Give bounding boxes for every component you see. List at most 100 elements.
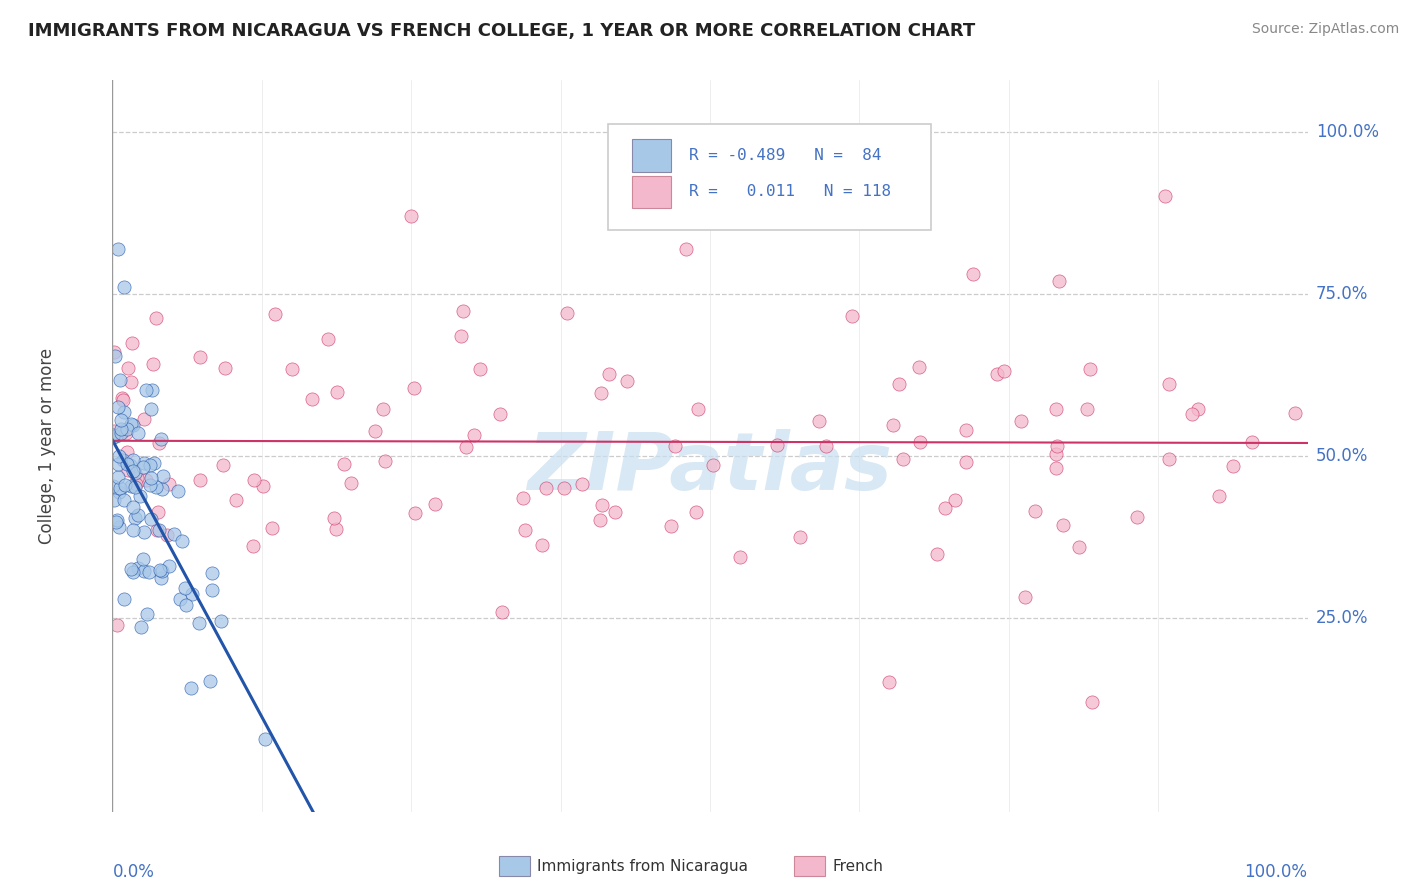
Point (986, 368, 1008, 382)
Point (107, 242, 129, 256)
Text: 25.0%: 25.0% (1316, 608, 1368, 626)
Point (531, 538, 554, 552)
Point (688, 402, 710, 417)
Point (1024, 504, 1046, 518)
Point (664, 439, 686, 453)
Point (879, 675, 901, 690)
Point (142, 456, 165, 470)
Point (103, 424, 125, 438)
Point (815, 439, 838, 453)
Text: College, 1 year or more: College, 1 year or more (38, 348, 56, 544)
Point (605, 505, 627, 519)
Point (169, 591, 191, 606)
Point (262, 521, 284, 535)
Point (908, 359, 931, 374)
Point (103, 345, 125, 359)
Point (571, 477, 593, 491)
Point (108, 373, 131, 387)
Point (1045, 460, 1067, 475)
Point (209, 614, 232, 628)
Point (882, 418, 904, 433)
Point (122, 417, 145, 432)
FancyBboxPatch shape (633, 139, 671, 171)
Point (139, 477, 162, 491)
Point (325, 385, 347, 400)
Point (534, 482, 557, 496)
Point (120, 479, 142, 493)
Point (190, 473, 212, 487)
Point (107, 458, 129, 472)
Point (451, 303, 474, 318)
Point (702, 458, 724, 472)
Point (242, 539, 264, 553)
Point (104, 349, 127, 363)
Text: IMMIGRANTS FROM NICARAGUA VS FRENCH COLLEGE, 1 YEAR OR MORE CORRELATION CHART: IMMIGRANTS FROM NICARAGUA VS FRENCH COLL… (28, 22, 976, 40)
Point (201, 582, 224, 597)
Point (993, 363, 1015, 377)
Point (1046, 439, 1069, 453)
Point (322, 510, 344, 524)
Point (214, 360, 236, 375)
Point (891, 451, 914, 466)
Point (103, 428, 125, 442)
Point (110, 412, 132, 426)
Point (112, 591, 135, 606)
Point (1014, 591, 1036, 605)
Point (374, 454, 396, 468)
Point (1222, 459, 1244, 474)
Point (841, 310, 863, 324)
Point (401, 209, 423, 223)
Point (512, 491, 534, 506)
Text: R =   0.011   N = 118: R = 0.011 N = 118 (689, 185, 890, 200)
Point (132, 552, 155, 566)
Point (281, 362, 304, 376)
Point (1045, 402, 1067, 417)
Text: 100.0%: 100.0% (1244, 863, 1308, 881)
Point (201, 566, 224, 581)
Point (842, 190, 865, 204)
Text: French: French (832, 859, 883, 873)
Point (111, 391, 134, 405)
Point (117, 361, 139, 376)
Point (1208, 489, 1230, 503)
Point (468, 362, 491, 376)
Point (139, 458, 162, 472)
Point (1010, 414, 1032, 428)
Point (135, 383, 157, 397)
Point (488, 407, 510, 421)
Point (141, 384, 163, 398)
Point (104, 429, 127, 443)
Point (1284, 406, 1306, 420)
Point (156, 528, 179, 542)
Point (121, 453, 143, 467)
Point (659, 519, 682, 533)
Point (115, 422, 138, 436)
Point (404, 381, 426, 395)
Point (515, 523, 537, 537)
Point (149, 571, 172, 585)
Point (148, 436, 170, 450)
Point (103, 492, 125, 507)
Point (589, 513, 612, 527)
Point (129, 620, 152, 634)
Point (122, 464, 145, 478)
Point (1081, 695, 1104, 709)
Point (118, 458, 141, 472)
Point (616, 375, 638, 389)
Point (553, 481, 575, 495)
Point (105, 515, 128, 529)
Point (789, 530, 811, 544)
Point (591, 499, 613, 513)
Point (112, 405, 135, 419)
Point (139, 402, 162, 417)
Point (146, 505, 169, 519)
Point (555, 306, 578, 320)
Point (112, 453, 135, 467)
Point (112, 492, 135, 507)
Point (1045, 447, 1067, 461)
Point (152, 468, 174, 483)
Point (134, 411, 156, 425)
Point (136, 607, 159, 621)
Point (110, 426, 132, 441)
Point (1157, 451, 1180, 466)
